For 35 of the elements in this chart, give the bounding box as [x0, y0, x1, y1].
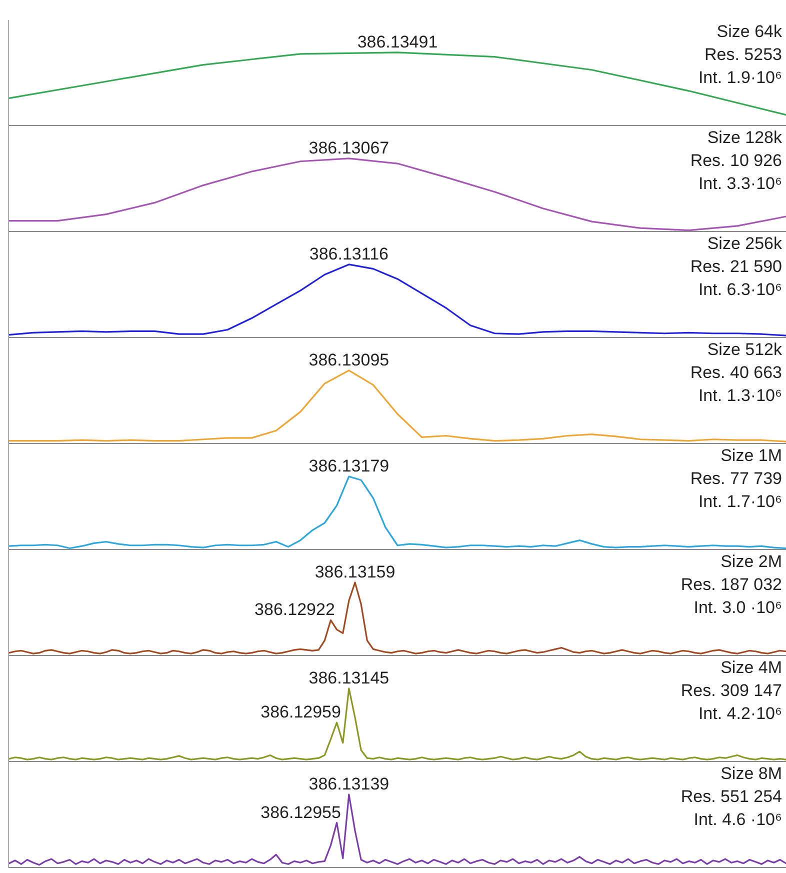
annotation: Res. 5253: [704, 45, 782, 64]
annotation: Int. 4.2·10⁶: [698, 704, 782, 723]
annotation: 386.13179: [308, 456, 390, 476]
annotation: Res. 187 032: [680, 575, 782, 594]
text: Size 8M: [720, 764, 782, 783]
annotation: 386.13145: [308, 668, 390, 688]
annotation: 386.12955: [260, 802, 341, 822]
text: Size 1M: [720, 446, 782, 465]
annotation: 386.12922: [254, 600, 335, 620]
annotation: Res. 40 663: [690, 363, 782, 382]
annotation: Int. 6.3·10⁶: [698, 280, 782, 299]
annotation: 386.13159: [314, 562, 396, 582]
text: Size 64k: [716, 22, 782, 41]
text: Size 256k: [707, 234, 782, 253]
annotation: 386.13116: [309, 244, 388, 264]
annotation: 386.12959: [260, 702, 341, 722]
text: Size 2M: [720, 552, 782, 571]
annotation: 386.13139: [308, 774, 390, 794]
annotation: Int. 4.6 ·10⁶: [694, 810, 782, 829]
annotation: Int. 1.7·10⁶: [698, 492, 782, 511]
annotation: 386.13491: [357, 32, 438, 52]
annotation: Int. 3.3·10⁶: [698, 174, 782, 193]
annotation: Int. 1.9·10⁶: [698, 68, 782, 87]
annotation: 386.13067: [308, 138, 390, 158]
text: Size 128k: [707, 128, 782, 147]
annotation: Res. 77 739: [690, 469, 782, 488]
annotation: 386.13095: [308, 350, 390, 370]
annotation: Int. 3.0 ·10⁶: [694, 598, 782, 617]
annotation: Res. 309 147: [680, 681, 782, 700]
annotation: Res. 551 254: [680, 787, 782, 806]
annotation: Res. 21 590: [690, 257, 782, 276]
text: Size 512k: [707, 340, 782, 359]
annotation: Res. 10 926: [690, 151, 782, 170]
annotation: Int. 1.3·10⁶: [698, 386, 782, 405]
text: Size 4M: [720, 658, 782, 677]
